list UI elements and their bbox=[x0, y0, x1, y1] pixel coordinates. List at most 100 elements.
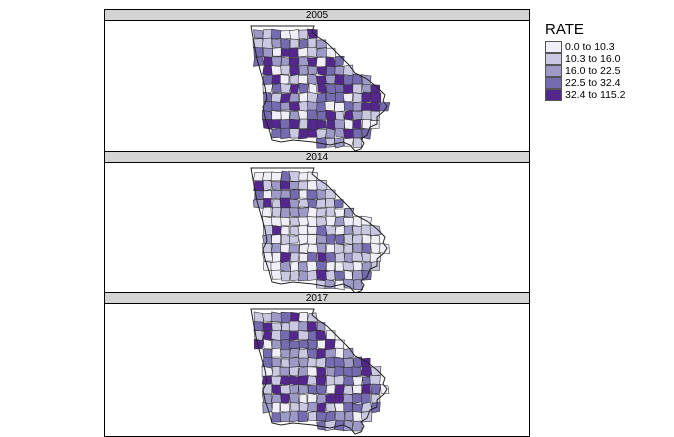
legend-items: 0.0 to 10.3 10.3 to 16.0 16.0 to 22.5 22.5 … bbox=[545, 41, 626, 101]
county-polygon bbox=[271, 384, 282, 395]
county-polygon bbox=[279, 366, 290, 378]
county-polygon bbox=[288, 235, 300, 244]
county-polygon bbox=[316, 188, 327, 200]
county-polygon bbox=[325, 393, 336, 404]
legend-label: 10.3 to 16.0 bbox=[565, 53, 621, 65]
county-polygon bbox=[334, 74, 345, 85]
county-polygon bbox=[315, 136, 327, 149]
county-polygon bbox=[370, 234, 380, 245]
county-polygon bbox=[370, 383, 382, 395]
county-polygon bbox=[361, 74, 372, 86]
county-polygon bbox=[271, 234, 281, 245]
county-polygon bbox=[369, 252, 382, 263]
county-polygon bbox=[270, 101, 282, 112]
county-polygon bbox=[361, 92, 372, 103]
county-polygon bbox=[289, 383, 299, 395]
county-polygon bbox=[316, 420, 328, 431]
county-polygon bbox=[342, 375, 354, 386]
county-polygon bbox=[325, 65, 336, 76]
county-polygon bbox=[316, 367, 327, 378]
panel-2005: 2005 bbox=[104, 9, 530, 154]
county-polygon bbox=[299, 357, 309, 368]
county-polygon bbox=[297, 74, 309, 85]
county-polygon bbox=[298, 401, 309, 412]
county-polygon bbox=[289, 401, 300, 412]
county-polygon bbox=[333, 208, 345, 218]
county-polygon bbox=[299, 118, 309, 129]
county-polygon bbox=[261, 206, 272, 218]
county-polygon bbox=[307, 91, 318, 104]
county-polygon bbox=[333, 270, 346, 281]
county-polygon bbox=[271, 56, 282, 67]
county-polygon bbox=[315, 56, 327, 68]
county-polygon bbox=[306, 321, 317, 333]
county-polygon bbox=[270, 329, 282, 342]
county-polygon bbox=[342, 92, 354, 104]
county-polygon bbox=[353, 278, 363, 290]
county-polygon bbox=[325, 138, 336, 148]
county-polygon bbox=[342, 261, 355, 272]
county-polygon bbox=[344, 410, 354, 422]
county-polygon bbox=[279, 348, 291, 359]
county-polygon bbox=[352, 376, 363, 387]
county-polygon bbox=[307, 118, 318, 131]
county-polygon bbox=[334, 102, 346, 113]
county-polygon bbox=[280, 37, 291, 50]
county-polygon bbox=[325, 127, 336, 139]
county-polygon bbox=[352, 225, 362, 236]
county-polygon bbox=[343, 244, 353, 255]
county-polygon bbox=[253, 321, 264, 332]
county-polygon bbox=[253, 29, 265, 39]
county-polygon bbox=[335, 111, 345, 121]
county-polygon bbox=[298, 65, 309, 75]
georgia-counties-map-2017 bbox=[250, 308, 390, 435]
county-polygon bbox=[307, 339, 318, 350]
county-polygon bbox=[315, 92, 327, 104]
county-polygon bbox=[351, 251, 364, 262]
county-polygon bbox=[288, 118, 300, 131]
county-polygon bbox=[325, 384, 336, 395]
county-polygon bbox=[280, 64, 291, 76]
county-polygon bbox=[316, 66, 328, 76]
county-polygon bbox=[324, 100, 335, 112]
county-polygon bbox=[262, 179, 272, 192]
county-polygon bbox=[261, 365, 274, 378]
county-polygon bbox=[325, 269, 336, 282]
county-polygon bbox=[352, 234, 363, 246]
county-polygon bbox=[271, 401, 281, 414]
county-polygon bbox=[297, 180, 309, 191]
county-polygon bbox=[317, 402, 326, 413]
county-polygon bbox=[333, 374, 345, 386]
county-polygon bbox=[280, 216, 291, 227]
county-polygon bbox=[343, 100, 355, 111]
panel-strip-2005: 2005 bbox=[104, 9, 530, 21]
state-outline bbox=[250, 167, 388, 294]
legend: RATE 0.0 to 10.3 10.3 to 16.0 16.0 to 22.5… bbox=[545, 22, 626, 101]
county-polygon bbox=[343, 347, 354, 360]
county-polygon bbox=[297, 261, 308, 272]
county-polygon bbox=[334, 199, 344, 209]
county-polygon bbox=[361, 84, 372, 93]
county-polygon bbox=[288, 92, 300, 103]
county-polygon bbox=[279, 411, 291, 423]
legend-item: 0.0 to 10.3 bbox=[545, 41, 626, 53]
county-polygon bbox=[253, 311, 264, 323]
county-polygon bbox=[360, 410, 373, 423]
county-polygon bbox=[315, 47, 327, 59]
county-polygon bbox=[270, 216, 283, 228]
county-polygon bbox=[344, 207, 355, 219]
county-polygon bbox=[289, 366, 299, 376]
county-polygon bbox=[343, 233, 354, 245]
county-polygon bbox=[270, 269, 283, 280]
county-polygon bbox=[271, 110, 282, 122]
panel-strip-2017: 2017 bbox=[104, 292, 530, 304]
county-polygon bbox=[289, 270, 300, 281]
county-polygon bbox=[342, 385, 354, 396]
county-polygon bbox=[288, 128, 300, 139]
county-polygon bbox=[298, 83, 309, 94]
county-polygon bbox=[334, 251, 346, 263]
county-polygon bbox=[334, 347, 345, 359]
county-polygon bbox=[271, 357, 282, 368]
panel-strip-2014: 2014 bbox=[104, 151, 530, 163]
county-polygon bbox=[335, 261, 345, 272]
